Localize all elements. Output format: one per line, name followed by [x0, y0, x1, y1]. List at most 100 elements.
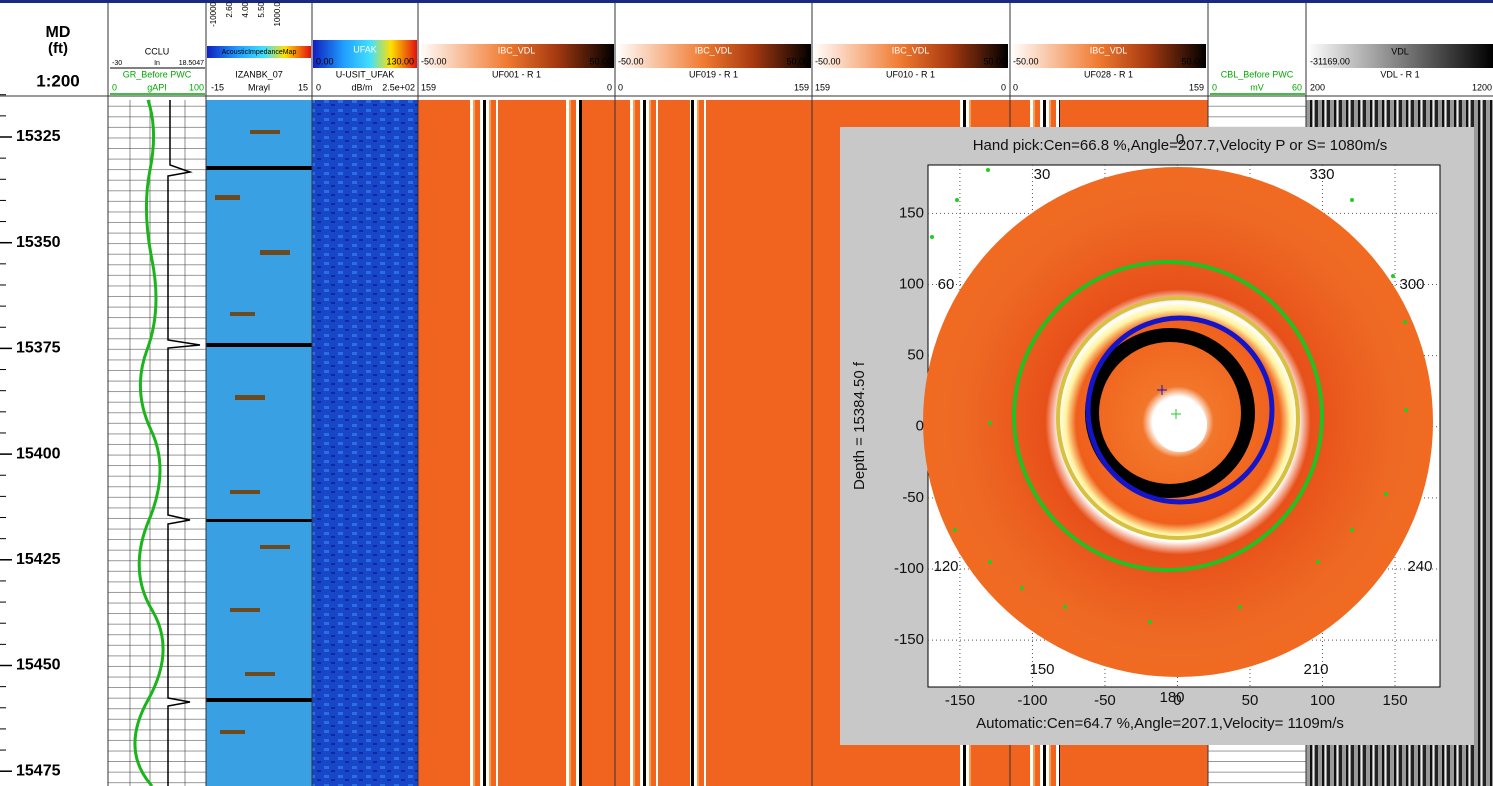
curve-name: UF019 - R 1 [689, 69, 738, 79]
y-tick-label: 100 [899, 275, 924, 292]
depth-label: 15475 [16, 762, 61, 779]
curve-name: U-USIT_UFAK [336, 69, 395, 79]
scale-tick: 2.60 [225, 1, 234, 17]
scale-left: 0 [112, 82, 117, 92]
colorbar-left: -50.00 [815, 56, 841, 66]
vdl-arrivals [690, 100, 706, 786]
log-display: MD (ft) 1:200 CCLU -30 In 18.5047 GR_Bef… [0, 0, 1493, 786]
scale-right: 60 [1292, 82, 1302, 92]
depth-label: 15375 [16, 340, 61, 357]
scale-tick: 5.50 [257, 1, 266, 17]
depth-title: MD [46, 24, 71, 41]
scale-left: 0 [316, 82, 321, 92]
curve-name: CCLU [145, 46, 170, 56]
borehole [1153, 398, 1207, 452]
angle-label: 330 [1309, 166, 1334, 183]
depth-track: 15325 15350 15375 15400 15425 15450 15475 [0, 95, 61, 786]
colorbar-label: VDL [1391, 46, 1409, 56]
colorbar-right: 50.00 [1181, 56, 1204, 66]
scale-right: 0 [607, 82, 612, 92]
scale-left: 0 [1013, 82, 1018, 92]
y-tick-label: -100 [894, 560, 924, 577]
curve-name: VDL - R 1 [1380, 69, 1419, 79]
y-tick-label: 0 [916, 418, 924, 435]
colorbar-left: -50.00 [421, 56, 447, 66]
depth-label: 15425 [16, 551, 61, 568]
curve-name: IZANBK_07 [235, 69, 283, 79]
y-tick-label: 50 [907, 347, 924, 364]
scale-left: -15 [211, 82, 224, 92]
scale-unit: mV [1250, 82, 1264, 92]
depth-scale: 1:200 [36, 71, 79, 90]
colorbar-label: UFAK [353, 44, 377, 54]
scale-left: 159 [421, 82, 436, 92]
scale-left: 0 [1212, 82, 1217, 92]
colorbar-label: IBC_VDL [892, 45, 930, 55]
y-tick-label: -150 [894, 631, 924, 648]
curve-name: GR_Before PWC [123, 69, 192, 79]
scale-left: 200 [1310, 82, 1325, 92]
track-body [312, 100, 418, 786]
colorbar-label: IBC_VDL [1090, 45, 1128, 55]
angle-label: 0 [1176, 131, 1184, 148]
colorbar-left: -31169.00 [1310, 56, 1350, 66]
header: MD (ft) 1:200 CCLU -30 In 18.5047 GR_Bef… [36, 1, 1493, 94]
angle-label: 120 [933, 558, 958, 575]
scale-left: 0 [618, 82, 623, 92]
colorbar-left: 0.00 [316, 56, 334, 66]
depth-label: 15350 [16, 234, 61, 251]
inset-footer: Automatic:Cen=64.7 %,Angle=207.1,Velocit… [976, 715, 1344, 732]
colorbar-label: IBC_VDL [498, 45, 536, 55]
colorbar-label: IBC_VDL [695, 45, 733, 55]
scale-right: 1200 [1472, 82, 1492, 92]
vdl-arrivals [470, 100, 498, 786]
page: { "depth_header": {"title": "MD", "unit"… [0, 0, 1493, 786]
colorbar-right: 50.00 [786, 56, 809, 66]
scale-right: 100 [189, 82, 204, 92]
scale-right: 0 [1001, 82, 1006, 92]
angle-label: 30 [1034, 166, 1051, 183]
vdl-arrivals [630, 100, 658, 786]
y-tick-label: 150 [899, 204, 924, 221]
x-tick-label: -100 [1017, 692, 1047, 709]
angle-label: 210 [1303, 661, 1328, 678]
depth-label: 15450 [16, 657, 61, 674]
y-tick-label: -50 [902, 489, 924, 506]
colorbar-right: 50.00 [589, 56, 612, 66]
curve-name: UF028 - R 1 [1084, 69, 1133, 79]
scale-unit: dB/m [351, 82, 372, 92]
scale-right: 159 [794, 82, 809, 92]
track-body [206, 100, 312, 786]
scale-unit: Mrayl [248, 82, 270, 92]
scale-left: 159 [815, 82, 830, 92]
colorbar-left: -50.00 [618, 56, 644, 66]
scale-unit: In [154, 60, 160, 67]
angle-label: 300 [1399, 276, 1424, 293]
angle-label: 150 [1029, 661, 1054, 678]
depth-label: 15325 [16, 128, 61, 145]
polar-inset: Hand pick:Cen=66.8 %,Angle=207.7,Velocit… [840, 127, 1474, 745]
window-border [0, 0, 1493, 3]
x-tick-label: -150 [945, 692, 975, 709]
x-tick-label: 100 [1310, 692, 1335, 709]
x-tick-label: 50 [1242, 692, 1259, 709]
vdl-arrivals [566, 100, 582, 786]
scale-left: -30 [112, 60, 122, 67]
depth-label: 15400 [16, 445, 61, 462]
colorbar-left: -50.00 [1013, 56, 1039, 66]
scale-tick: -10000 [209, 1, 218, 26]
angle-label: 180 [1159, 689, 1184, 706]
scale-right: 15 [298, 82, 308, 92]
scale-tick: 1000.0 [273, 1, 282, 26]
scale-unit: gAPI [147, 82, 167, 92]
scale-right: 159 [1189, 82, 1204, 92]
angle-label: 60 [938, 276, 955, 293]
x-tick-label: -50 [1094, 692, 1116, 709]
curve-name: UF001 - R 1 [492, 69, 541, 79]
scale-tick: 4.00 [241, 1, 250, 17]
angle-label: 240 [1407, 558, 1432, 575]
y-axis-label: Depth = 15384.50 f [851, 361, 868, 490]
scale-right: 18.5047 [179, 60, 204, 67]
colorbar-right: 50.00 [983, 56, 1006, 66]
depth-unit: (ft) [48, 40, 68, 57]
